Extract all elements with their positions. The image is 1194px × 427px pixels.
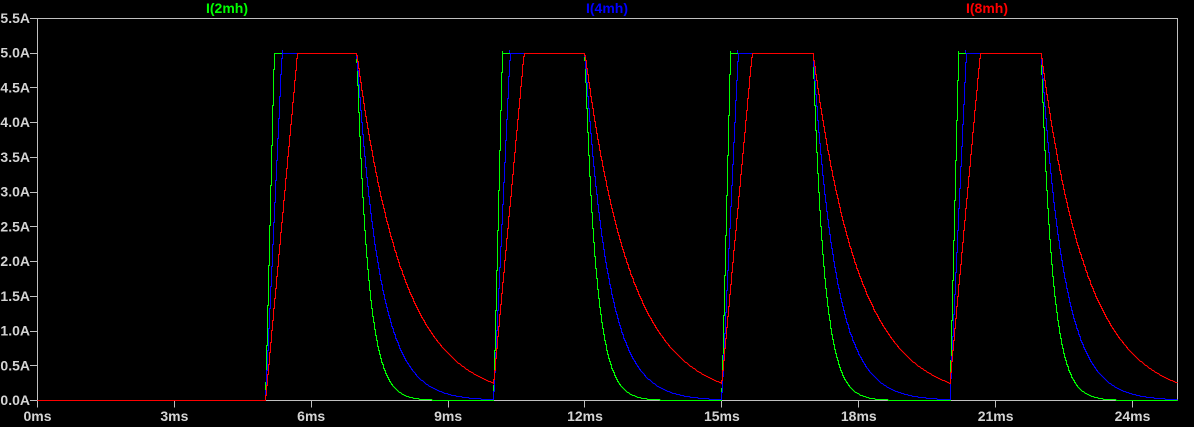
svg-text:18ms: 18ms bbox=[841, 408, 877, 424]
svg-text:I(4mh): I(4mh) bbox=[586, 0, 628, 16]
svg-text:4.0A: 4.0A bbox=[0, 114, 30, 130]
svg-text:3.5A: 3.5A bbox=[0, 149, 30, 165]
svg-text:1.0A: 1.0A bbox=[0, 323, 30, 339]
svg-text:0.5A: 0.5A bbox=[0, 357, 30, 373]
svg-text:0.0A: 0.0A bbox=[0, 392, 30, 408]
svg-text:2.0A: 2.0A bbox=[0, 253, 30, 269]
svg-text:4.5A: 4.5A bbox=[0, 80, 30, 96]
svg-text:3.0A: 3.0A bbox=[0, 184, 30, 200]
svg-text:3ms: 3ms bbox=[160, 408, 188, 424]
svg-text:1.5A: 1.5A bbox=[0, 288, 30, 304]
svg-text:2.5A: 2.5A bbox=[0, 218, 30, 234]
svg-text:I(2mh): I(2mh) bbox=[206, 0, 248, 16]
svg-text:I(8mh): I(8mh) bbox=[966, 0, 1008, 16]
svg-text:5.0A: 5.0A bbox=[0, 45, 30, 61]
svg-text:12ms: 12ms bbox=[567, 408, 603, 424]
svg-text:15ms: 15ms bbox=[704, 408, 740, 424]
svg-text:9ms: 9ms bbox=[434, 408, 462, 424]
svg-text:24ms: 24ms bbox=[1115, 408, 1151, 424]
svg-text:21ms: 21ms bbox=[978, 408, 1014, 424]
svg-text:6ms: 6ms bbox=[297, 408, 325, 424]
svg-text:0ms: 0ms bbox=[23, 408, 51, 424]
svg-text:5.5A: 5.5A bbox=[0, 10, 30, 26]
